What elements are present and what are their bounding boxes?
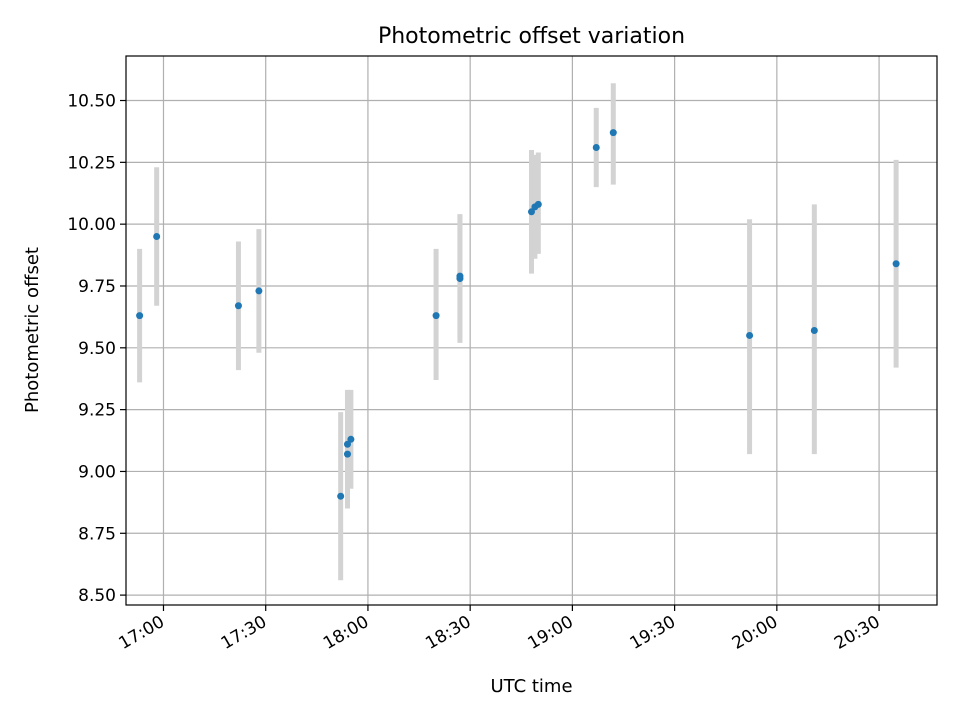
y-tick-label: 8.50 bbox=[78, 586, 116, 606]
data-point bbox=[136, 312, 144, 320]
y-tick-label: 9.00 bbox=[78, 462, 116, 482]
axes-frame bbox=[125, 55, 938, 606]
data-point bbox=[234, 302, 242, 310]
data-point bbox=[343, 450, 351, 458]
data-point bbox=[534, 200, 542, 208]
y-tick-label: 9.75 bbox=[78, 277, 116, 297]
y-axis-label: Photometric offset bbox=[22, 247, 43, 413]
data-point bbox=[592, 144, 600, 151]
y-tick-label: 9.25 bbox=[78, 401, 116, 421]
chart-title: Photometric offset variation bbox=[378, 24, 685, 49]
data-point bbox=[343, 440, 351, 448]
data-point bbox=[892, 260, 900, 268]
y-tick-label: 10.00 bbox=[67, 215, 116, 235]
y-tick-label: 10.25 bbox=[67, 153, 116, 173]
data-point bbox=[153, 233, 161, 241]
data-point bbox=[528, 208, 535, 216]
x-axis-label: UTC time bbox=[490, 676, 572, 697]
data-point bbox=[609, 129, 617, 137]
data-point bbox=[746, 331, 754, 339]
data-point bbox=[810, 327, 818, 334]
data-point bbox=[456, 272, 464, 280]
y-tick-label: 9.50 bbox=[78, 339, 116, 359]
y-axis-ticks: 8.50 8.75 9.00 9.25 9.50 9.75 10.00 10.25 10.50 bbox=[67, 92, 126, 606]
data-point bbox=[337, 492, 345, 500]
data-point bbox=[347, 435, 355, 443]
y-tick-label: 10.50 bbox=[67, 92, 116, 112]
grid bbox=[126, 56, 937, 605]
y-tick-label: 8.75 bbox=[78, 524, 116, 544]
data-point bbox=[255, 287, 263, 295]
data-point bbox=[432, 312, 440, 320]
data-points bbox=[136, 129, 900, 500]
